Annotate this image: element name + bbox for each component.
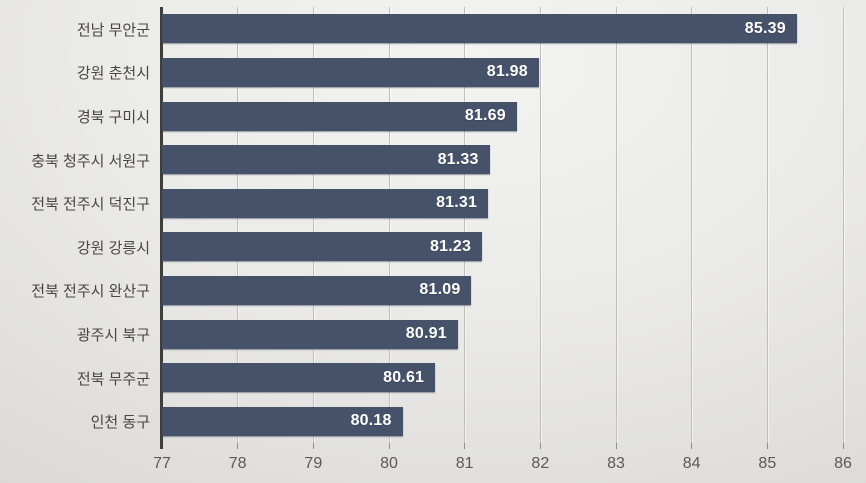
x-axis-tick-label: 83 [607, 455, 625, 472]
gridline [539, 7, 541, 443]
gridline [237, 7, 239, 443]
category-label: 전남 무안군 [76, 21, 150, 39]
axis-tick-mark [312, 443, 314, 449]
data-label: 80.91 [405, 325, 447, 342]
data-label: 81.69 [464, 107, 506, 124]
gridline [388, 7, 390, 443]
data-bar: 80.18 [162, 406, 403, 436]
data-label: 81.98 [486, 63, 528, 81]
data-label: 81.23 [430, 237, 472, 255]
data-label: 80.18 [350, 412, 392, 430]
category-label: 충북 청주시 서원구 [31, 152, 150, 170]
axis-tick-mark [539, 443, 541, 449]
x-axis-tick-label: 77 [153, 455, 171, 472]
gridline [464, 7, 466, 443]
x-axis-tick-label: 86 [834, 455, 852, 472]
gridline [691, 7, 693, 443]
x-axis-tick-label: 82 [531, 455, 550, 472]
data-bar: 81.69 [162, 101, 517, 131]
axis-tick-mark [464, 443, 466, 449]
category-label: 강원 춘천시 [76, 65, 150, 83]
x-axis-tick-label: 81 [455, 455, 474, 472]
data-bar: 81.98 [162, 57, 539, 87]
x-axis-tick-label: 78 [228, 455, 247, 472]
gridline [766, 7, 768, 443]
axis-tick-mark [237, 443, 239, 449]
gridline [312, 7, 314, 443]
x-axis-tick-label: 85 [758, 455, 777, 472]
gridline [615, 7, 617, 443]
data-label: 81.09 [419, 281, 461, 299]
axis-tick-mark [691, 443, 693, 449]
data-bar: 81.23 [162, 232, 483, 262]
data-bar: 81.33 [162, 145, 490, 175]
data-bar: 80.61 [162, 363, 436, 393]
data-label: 81.31 [436, 194, 478, 212]
x-axis-tick-label: 84 [682, 455, 701, 472]
data-bar: 81.31 [162, 188, 489, 218]
data-bar: 80.91 [162, 319, 458, 349]
data-label: 85.39 [744, 19, 786, 37]
data-label: 80.61 [383, 368, 425, 386]
axis-tick-mark [766, 443, 768, 449]
category-label: 경북 구미시 [76, 109, 150, 126]
data-label: 81.33 [437, 150, 479, 168]
data-bar: 85.39 [162, 14, 797, 44]
axis-tick-mark [842, 443, 844, 449]
category-label: 전북 전주시 덕진구 [31, 196, 150, 214]
category-label: 광주시 북구 [76, 327, 150, 344]
gridline [842, 7, 844, 443]
x-axis-tick-label: 79 [304, 455, 323, 472]
category-label: 전북 무주군 [76, 370, 150, 388]
data-bar: 81.09 [162, 275, 472, 305]
x-axis-tick-label: 80 [380, 455, 398, 472]
category-label: 전북 전주시 완산구 [31, 283, 150, 301]
category-label: 인천 동구 [90, 414, 150, 432]
y-axis-line [160, 7, 163, 449]
axis-tick-mark [615, 443, 617, 449]
axis-tick-mark [388, 443, 390, 449]
category-label: 강원 강릉시 [76, 239, 150, 257]
